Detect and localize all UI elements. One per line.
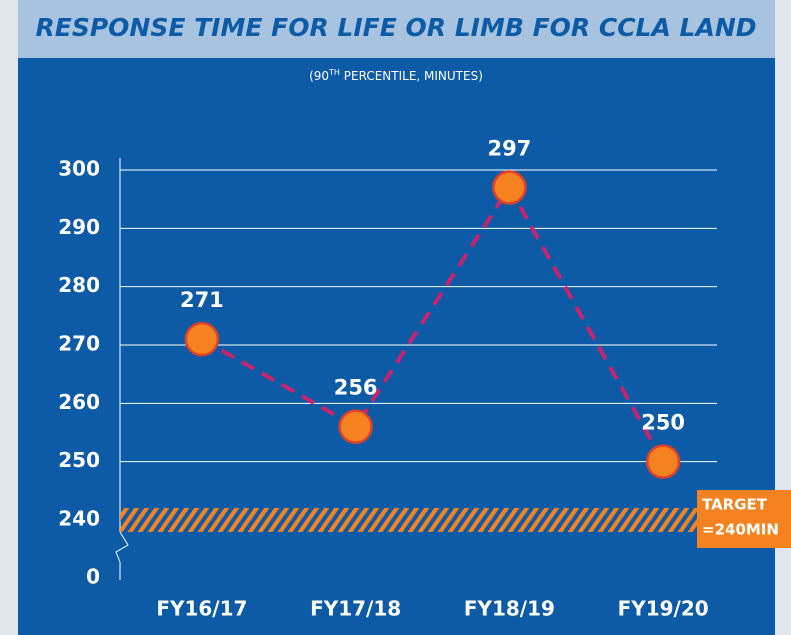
axis-break bbox=[115, 531, 129, 563]
title-banner bbox=[18, 0, 775, 58]
target-box bbox=[697, 490, 791, 548]
target-label: TARGET bbox=[702, 496, 768, 514]
y-tick-label: 240 bbox=[58, 507, 100, 531]
y-tick-label: 0 bbox=[86, 565, 100, 589]
x-tick-label: FY16/17 bbox=[156, 597, 247, 621]
y-tick-label: 270 bbox=[58, 332, 100, 356]
target-label: =240MIN bbox=[702, 521, 779, 539]
chart-title: RESPONSE TIME FOR LIFE OR LIMB FOR CCLA … bbox=[36, 13, 757, 42]
x-tick-label: FY19/20 bbox=[618, 597, 709, 621]
point bbox=[184, 321, 220, 357]
y-tick-label: 290 bbox=[58, 215, 100, 239]
value-label: 271 bbox=[180, 288, 224, 312]
point bbox=[645, 444, 681, 479]
y-tick-label: 260 bbox=[58, 390, 100, 414]
y-tick-label: 250 bbox=[58, 448, 100, 472]
target-band bbox=[120, 508, 717, 532]
y-tick-label: 300 bbox=[58, 157, 100, 181]
x-tick-label: FY18/19 bbox=[464, 597, 555, 621]
value-label: 256 bbox=[334, 376, 378, 400]
background bbox=[18, 0, 775, 635]
point bbox=[492, 170, 527, 205]
value-label: 250 bbox=[641, 411, 685, 435]
point bbox=[338, 409, 373, 444]
x-tick-label: FY17/18 bbox=[310, 597, 401, 621]
value-label: 297 bbox=[487, 137, 531, 161]
y-tick-label: 280 bbox=[58, 273, 100, 297]
subtitle: (90TH PERCENTILE, MINUTES) bbox=[309, 68, 483, 83]
